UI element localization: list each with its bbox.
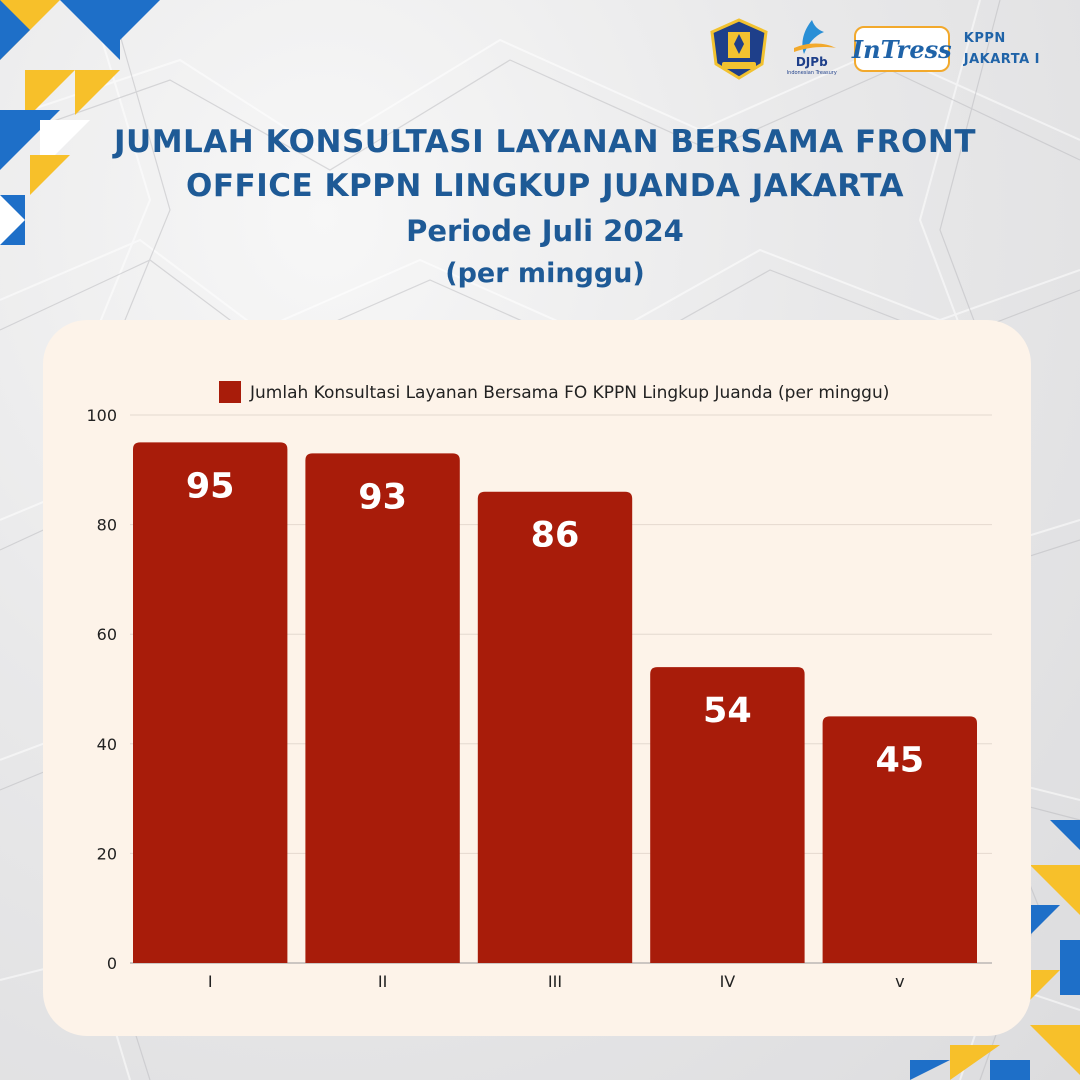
bar [822,716,977,963]
kppn-label: KPPN JAKARTA I [964,28,1040,70]
intress-logo: InTress [852,26,952,72]
top-left-triangle-decoration [0,0,160,245]
y-tick-label: 60 [97,625,117,644]
kppn-label-line-1: KPPN [963,31,1006,46]
chart-legend: Jumlah Konsultasi Layanan Bersama FO KPP… [219,381,889,403]
djpb-swoosh-icon [793,20,836,54]
y-tick-label: 100 [86,406,117,425]
y-tick-label: 0 [107,954,117,973]
djpb-text: DJPb [795,55,828,69]
header-logos: DJPb Indonesian Treasury InTress KPPN JA… [708,18,1040,80]
x-tick-label: II [378,972,387,991]
x-tick-label: III [548,972,562,991]
djpb-tagline: Indonesian Treasury [786,70,837,76]
data-labels: 95 93 86 54 45 [186,466,924,780]
kppn-label-line-2: JAKARTA I [963,52,1040,67]
data-label: 45 [875,740,924,780]
x-tick-label: v [895,972,904,991]
bar [650,667,805,963]
data-label: 93 [358,477,407,517]
y-tick-label: 40 [97,735,117,754]
y-tick-label: 80 [97,516,117,535]
legend-label: Jumlah Konsultasi Layanan Bersama FO KPP… [249,383,889,403]
data-label: 86 [531,516,580,556]
page-title-line-1: JUMLAH KONSULTASI LAYANAN BERSAMA FRONT [113,124,976,160]
data-label: 54 [703,691,752,731]
x-tick-label: IV [720,972,736,991]
y-tick-label: 20 [97,844,117,863]
x-axis-ticks: I II III IV v [208,972,905,991]
y-axis-ticks: 0 20 40 60 80 100 [86,406,117,973]
unit-subtitle: (per minggu) [445,258,645,289]
bars [133,442,977,963]
djpb-logo: DJPb Indonesian Treasury [784,18,840,80]
data-label: 95 [186,466,235,506]
bar [133,442,288,963]
page-title-block: JUMLAH KONSULTASI LAYANAN BERSAMA FRONT … [90,120,1000,294]
page-title-line-2: OFFICE KPPN LINGKUP JUANDA JAKARTA [186,168,904,204]
legend-swatch [219,381,241,403]
x-tick-label: I [208,972,213,991]
bar [305,453,460,963]
bar [477,491,633,963]
period-subtitle: Periode Juli 2024 [406,214,684,248]
kemenkeu-emblem-icon [710,18,768,80]
